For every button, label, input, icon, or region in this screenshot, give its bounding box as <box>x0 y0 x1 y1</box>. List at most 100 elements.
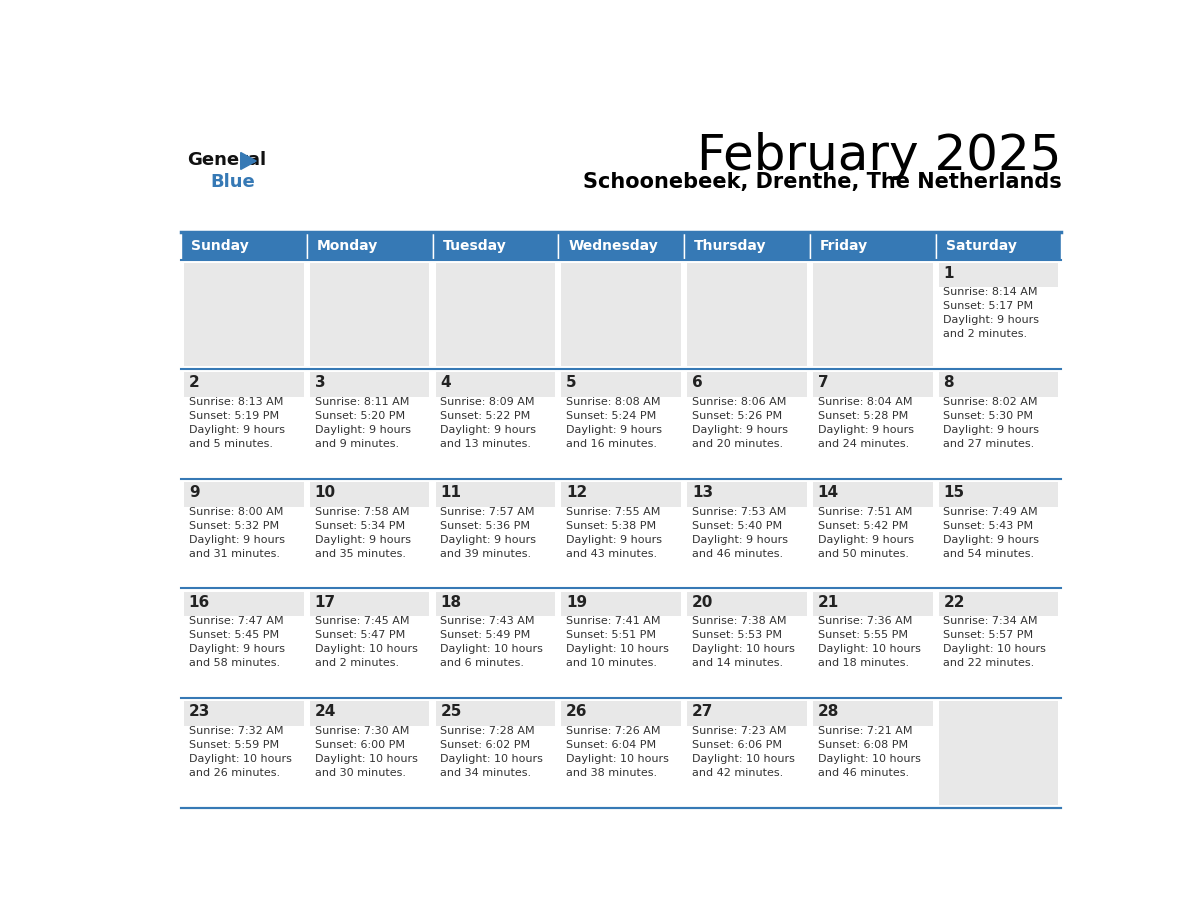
Text: General: General <box>188 151 266 169</box>
Bar <box>436 701 555 805</box>
Bar <box>562 373 681 476</box>
Text: Sunrise: 8:11 AM
Sunset: 5:20 PM
Daylight: 9 hours
and 9 minutes.: Sunrise: 8:11 AM Sunset: 5:20 PM Dayligh… <box>315 397 411 449</box>
Text: 8: 8 <box>943 375 954 390</box>
Bar <box>813 616 933 695</box>
Bar <box>310 616 430 695</box>
Bar <box>184 507 304 586</box>
Bar <box>562 726 681 805</box>
Text: Saturday: Saturday <box>946 239 1017 252</box>
Text: 22: 22 <box>943 595 965 610</box>
Bar <box>184 616 304 695</box>
Text: 20: 20 <box>691 595 713 610</box>
Text: 11: 11 <box>441 485 461 500</box>
Bar <box>562 616 681 695</box>
Bar <box>432 232 558 260</box>
Text: 16: 16 <box>189 595 210 610</box>
Text: 24: 24 <box>315 704 336 720</box>
Text: Sunrise: 7:55 AM
Sunset: 5:38 PM
Daylight: 9 hours
and 43 minutes.: Sunrise: 7:55 AM Sunset: 5:38 PM Dayligh… <box>567 507 662 558</box>
Bar <box>562 591 681 695</box>
Bar <box>184 397 304 476</box>
Bar <box>310 263 430 366</box>
Bar <box>184 373 304 476</box>
Bar <box>307 232 432 260</box>
Bar <box>310 482 430 586</box>
Text: 6: 6 <box>691 375 702 390</box>
Bar <box>939 616 1059 695</box>
Bar <box>687 373 807 476</box>
Bar <box>436 263 555 366</box>
Text: 27: 27 <box>691 704 713 720</box>
Text: Sunrise: 7:36 AM
Sunset: 5:55 PM
Daylight: 10 hours
and 18 minutes.: Sunrise: 7:36 AM Sunset: 5:55 PM Dayligh… <box>817 616 921 668</box>
Text: 3: 3 <box>315 375 326 390</box>
Text: Sunrise: 7:34 AM
Sunset: 5:57 PM
Daylight: 10 hours
and 22 minutes.: Sunrise: 7:34 AM Sunset: 5:57 PM Dayligh… <box>943 616 1047 668</box>
Polygon shape <box>241 152 257 170</box>
Bar <box>562 482 681 586</box>
Bar <box>813 482 933 586</box>
Text: Sunrise: 8:08 AM
Sunset: 5:24 PM
Daylight: 9 hours
and 16 minutes.: Sunrise: 8:08 AM Sunset: 5:24 PM Dayligh… <box>567 397 662 449</box>
Bar <box>562 263 681 366</box>
Bar <box>310 726 430 805</box>
Bar <box>558 232 684 260</box>
Bar <box>184 482 304 586</box>
Bar <box>310 397 430 476</box>
Text: Sunrise: 7:53 AM
Sunset: 5:40 PM
Daylight: 9 hours
and 46 minutes.: Sunrise: 7:53 AM Sunset: 5:40 PM Dayligh… <box>691 507 788 558</box>
Text: Sunday: Sunday <box>191 239 248 252</box>
Text: February 2025: February 2025 <box>697 131 1061 180</box>
Text: 10: 10 <box>315 485 336 500</box>
Text: Sunrise: 7:43 AM
Sunset: 5:49 PM
Daylight: 10 hours
and 6 minutes.: Sunrise: 7:43 AM Sunset: 5:49 PM Dayligh… <box>441 616 543 668</box>
Bar <box>687 726 807 805</box>
Bar <box>184 701 304 805</box>
Bar <box>184 726 304 805</box>
Bar <box>687 616 807 695</box>
Bar <box>936 232 1061 260</box>
Text: Sunrise: 8:14 AM
Sunset: 5:17 PM
Daylight: 9 hours
and 2 minutes.: Sunrise: 8:14 AM Sunset: 5:17 PM Dayligh… <box>943 287 1040 340</box>
Text: Sunrise: 7:26 AM
Sunset: 6:04 PM
Daylight: 10 hours
and 38 minutes.: Sunrise: 7:26 AM Sunset: 6:04 PM Dayligh… <box>567 726 669 778</box>
Bar <box>436 507 555 586</box>
Bar <box>684 232 810 260</box>
Text: 18: 18 <box>441 595 461 610</box>
Bar <box>562 701 681 805</box>
Text: Tuesday: Tuesday <box>443 239 506 252</box>
Text: Monday: Monday <box>317 239 378 252</box>
Text: Sunrise: 7:32 AM
Sunset: 5:59 PM
Daylight: 10 hours
and 26 minutes.: Sunrise: 7:32 AM Sunset: 5:59 PM Dayligh… <box>189 726 292 778</box>
Bar <box>687 397 807 476</box>
Text: 15: 15 <box>943 485 965 500</box>
Bar <box>813 591 933 695</box>
Text: 23: 23 <box>189 704 210 720</box>
Text: Sunrise: 7:45 AM
Sunset: 5:47 PM
Daylight: 10 hours
and 2 minutes.: Sunrise: 7:45 AM Sunset: 5:47 PM Dayligh… <box>315 616 417 668</box>
Text: 5: 5 <box>567 375 576 390</box>
Text: 28: 28 <box>817 704 839 720</box>
Bar <box>939 263 1059 366</box>
Bar <box>436 591 555 695</box>
Bar <box>181 232 307 260</box>
Bar <box>687 482 807 586</box>
Text: 4: 4 <box>441 375 451 390</box>
Text: Sunrise: 7:38 AM
Sunset: 5:53 PM
Daylight: 10 hours
and 14 minutes.: Sunrise: 7:38 AM Sunset: 5:53 PM Dayligh… <box>691 616 795 668</box>
Bar <box>813 263 933 366</box>
Bar <box>813 726 933 805</box>
Text: Sunrise: 8:13 AM
Sunset: 5:19 PM
Daylight: 9 hours
and 5 minutes.: Sunrise: 8:13 AM Sunset: 5:19 PM Dayligh… <box>189 397 285 449</box>
Text: 19: 19 <box>567 595 587 610</box>
Text: 7: 7 <box>817 375 828 390</box>
Bar <box>687 263 807 366</box>
Text: Sunrise: 8:09 AM
Sunset: 5:22 PM
Daylight: 9 hours
and 13 minutes.: Sunrise: 8:09 AM Sunset: 5:22 PM Dayligh… <box>441 397 536 449</box>
Bar <box>813 507 933 586</box>
Text: Sunrise: 7:51 AM
Sunset: 5:42 PM
Daylight: 9 hours
and 50 minutes.: Sunrise: 7:51 AM Sunset: 5:42 PM Dayligh… <box>817 507 914 558</box>
Bar <box>687 701 807 805</box>
Text: Sunrise: 8:04 AM
Sunset: 5:28 PM
Daylight: 9 hours
and 24 minutes.: Sunrise: 8:04 AM Sunset: 5:28 PM Dayligh… <box>817 397 914 449</box>
Bar <box>813 701 933 805</box>
Bar <box>939 591 1059 695</box>
Text: Sunrise: 7:23 AM
Sunset: 6:06 PM
Daylight: 10 hours
and 42 minutes.: Sunrise: 7:23 AM Sunset: 6:06 PM Dayligh… <box>691 726 795 778</box>
Bar <box>436 482 555 586</box>
Bar <box>810 232 936 260</box>
Text: Sunrise: 7:49 AM
Sunset: 5:43 PM
Daylight: 9 hours
and 54 minutes.: Sunrise: 7:49 AM Sunset: 5:43 PM Dayligh… <box>943 507 1040 558</box>
Bar <box>184 591 304 695</box>
Text: Sunrise: 7:58 AM
Sunset: 5:34 PM
Daylight: 9 hours
and 35 minutes.: Sunrise: 7:58 AM Sunset: 5:34 PM Dayligh… <box>315 507 411 558</box>
Bar <box>436 726 555 805</box>
Bar <box>436 616 555 695</box>
Bar <box>562 507 681 586</box>
Text: Sunrise: 8:00 AM
Sunset: 5:32 PM
Daylight: 9 hours
and 31 minutes.: Sunrise: 8:00 AM Sunset: 5:32 PM Dayligh… <box>189 507 285 558</box>
Bar <box>310 373 430 476</box>
Text: 2: 2 <box>189 375 200 390</box>
Text: 25: 25 <box>441 704 462 720</box>
